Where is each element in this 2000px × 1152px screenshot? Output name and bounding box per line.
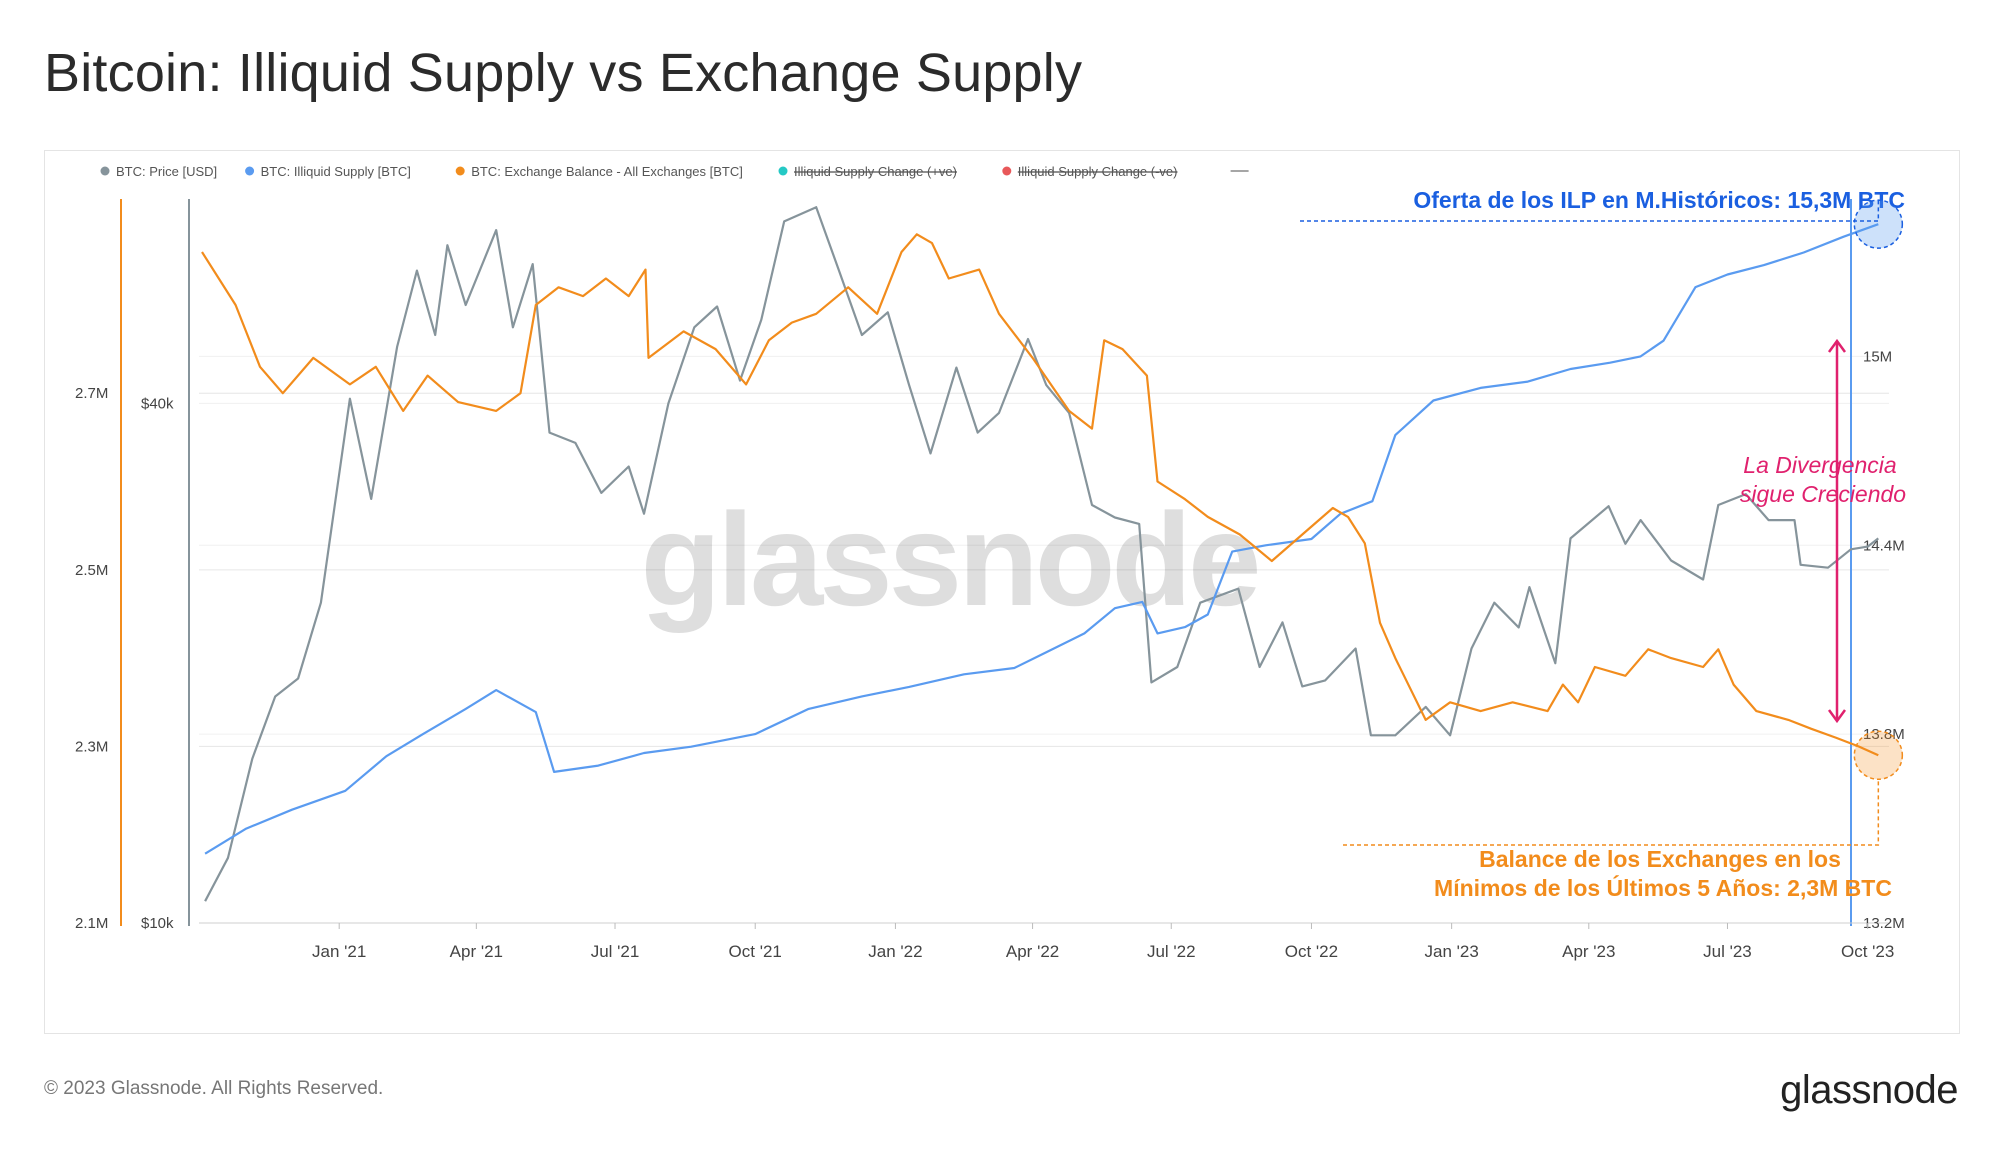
legend-label: BTC: Illiquid Supply [BTC] [261,164,411,179]
price-tick-label: $10k [141,915,174,932]
legend-label: BTC: Price [USD] [116,164,217,179]
x-tick-label: Oct '21 [729,942,782,961]
illiquid-ath-annotation: Oferta de los ILP en M.Históricos: 15,3M… [1413,187,1905,213]
x-tick-label: Oct '23 [1841,942,1894,961]
exchange-tick-label: 2.1M [75,915,108,932]
legend-swatch [1002,166,1012,176]
exchange-low-annotation-line1: Balance de los Exchanges en los [1479,846,1841,872]
arrow-up-icon [1827,338,1847,353]
series-line-2 [201,233,1879,757]
annotations: Oferta de los ILP en M.Históricos: 15,3M… [1300,187,1906,901]
series-line-0 [204,206,1879,902]
illiquid-tick-label: 13.2M [1863,915,1905,932]
glassnode-logo: glassnode [1780,1068,1958,1112]
legend-swatch [100,166,110,176]
chart-svg: BTC: Price [USD] BTC: Illiquid Supply [BT… [75,164,1906,961]
exchange-leader-line [1343,779,1880,846]
exchange-tick-label: 2.7M [75,385,108,402]
x-tick-label: Jan '23 [1424,942,1478,961]
divergence-annotation-line1: La Divergencia [1743,452,1896,478]
exchange-tick-label: 2.3M [75,738,108,755]
legend-swatch [455,166,465,176]
exchange-low-annotation-line2: Mínimos de los Últimos 5 Años: 2,3M BTC [1434,874,1892,901]
series-line-1 [204,223,1879,855]
x-tick-label: Jan '22 [868,942,922,961]
exchange-low-marker [1853,730,1904,780]
legend-swatch [245,166,255,176]
illiquid-tick-label: 15M [1863,348,1892,365]
legend-item-1[interactable]: BTC: Illiquid Supply [BTC] [245,164,411,179]
legend-item-4[interactable]: Illiquid Supply Change (-ve) [1002,164,1178,179]
exchange-tick-label: 2.5M [75,562,108,579]
x-tick-label: Apr '21 [450,942,503,961]
illiquid-ath-marker [1853,199,1904,249]
grid [199,355,1889,924]
legend-label: Illiquid Supply Change (-ve) [1018,164,1178,179]
legend-swatch [778,166,788,176]
x-tick-label: Apr '23 [1562,942,1615,961]
illiquid-leader-line [1300,200,1880,222]
copyright: © 2023 Glassnode. All Rights Reserved. [44,1078,384,1099]
legend-item-2[interactable]: BTC: Exchange Balance - All Exchanges [B… [455,164,743,179]
x-tick-label: Jan '21 [312,942,366,961]
x-tick-label: Apr '22 [1006,942,1059,961]
arrow-down-icon [1827,709,1847,724]
axes: 2.1M2.3M2.5M2.7M$10k$40k13.2M13.8M14.4M1… [75,199,1905,961]
x-tick-label: Jul '22 [1147,942,1196,961]
chart-panel: BTC: Price [USD] BTC: Illiquid Supply [BT… [44,150,1960,1034]
divergence-annotation-line2: sigue Creciendo [1740,481,1906,507]
x-tick-label: Oct '22 [1285,942,1338,961]
legend-label: BTC: Exchange Balance - All Exchanges [B… [471,164,743,179]
page-title: Bitcoin: Illiquid Supply vs Exchange Sup… [44,43,1083,103]
x-tick-label: Jul '21 [591,942,640,961]
legend: BTC: Price [USD] BTC: Illiquid Supply [BT… [100,164,1249,179]
legend-label: Illiquid Supply Change (+ve) [794,164,957,179]
legend-item-3[interactable]: Illiquid Supply Change (+ve) [778,164,957,179]
x-tick-label: Jul '23 [1703,942,1752,961]
legend-item-0[interactable]: BTC: Price [USD] [100,164,218,179]
illiquid-tick-label: 13.8M [1863,726,1905,743]
watermark: glassnode [641,486,1258,633]
price-tick-label: $40k [141,395,174,412]
series-group [201,206,1879,902]
